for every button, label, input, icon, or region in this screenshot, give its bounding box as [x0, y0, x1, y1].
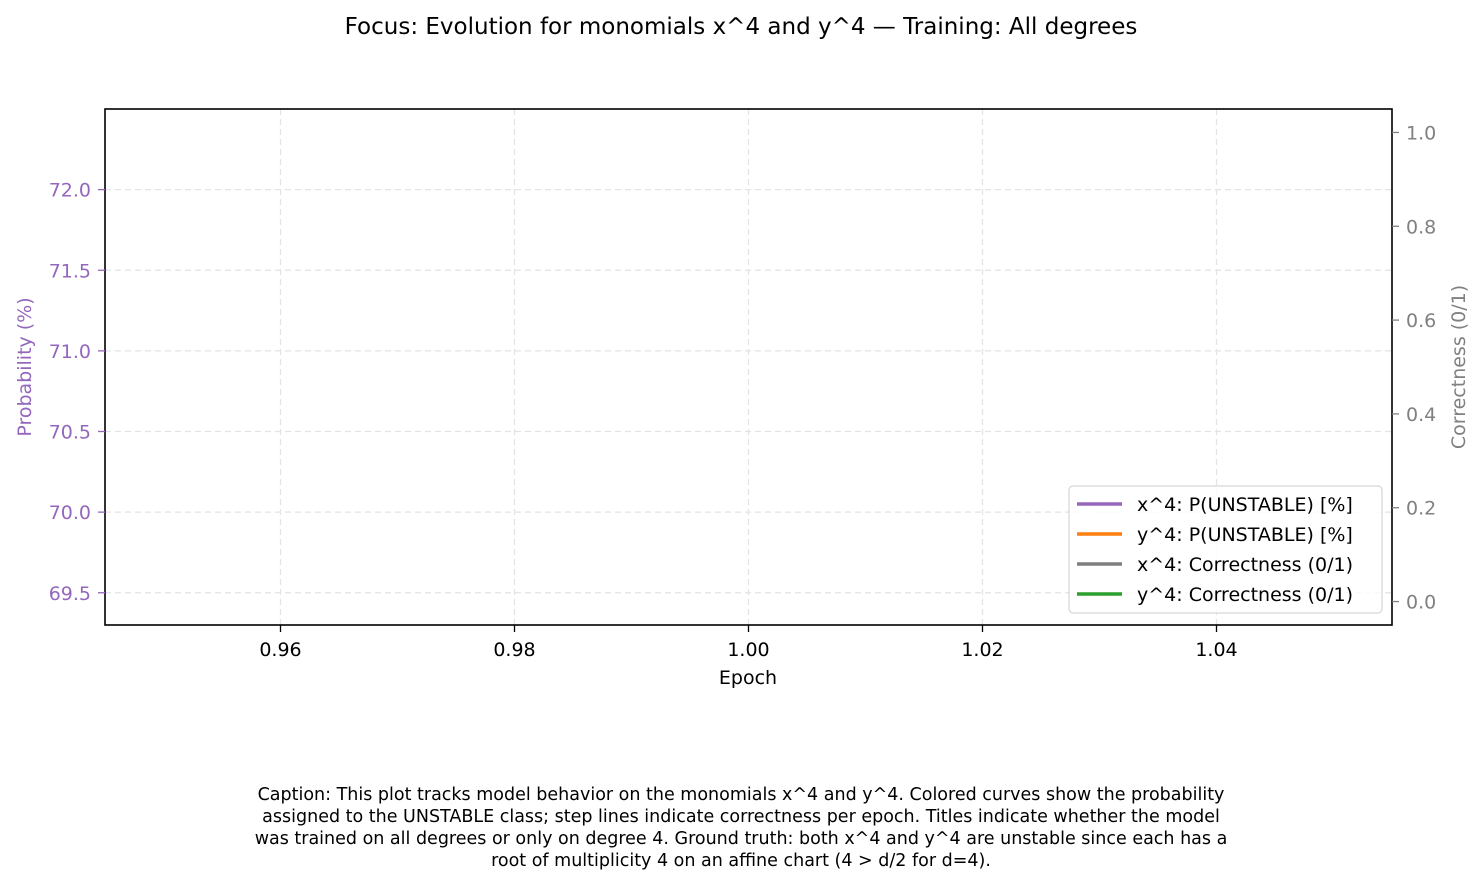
y-right-axis-label: Correctness (0/1) — [1448, 285, 1470, 449]
y-left-tick-label: 70.0 — [49, 502, 91, 524]
legend-entry-label: y^4: P(UNSTABLE) [%] — [1137, 524, 1353, 546]
legend-entry-label: y^4: Correctness (0/1) — [1137, 584, 1353, 606]
x-tick-label: 1.00 — [727, 639, 769, 661]
y-right-tick-label: 0.2 — [1406, 498, 1436, 520]
y-right-axis-ticks: 0.0 0.2 0.4 0.6 0.8 1.0 — [1392, 122, 1436, 614]
y-right-tick-label: 0.4 — [1406, 404, 1436, 426]
y-left-tick-label: 69.5 — [49, 583, 91, 605]
x-tick-label: 1.02 — [961, 639, 1003, 661]
y-left-tick-label: 70.5 — [49, 422, 91, 444]
x-tick-label: 0.96 — [259, 639, 301, 661]
y-right-tick-label: 1.0 — [1406, 122, 1436, 144]
legend-entry-label: x^4: Correctness (0/1) — [1137, 554, 1353, 576]
x-tick-label: 0.98 — [493, 639, 535, 661]
chart-title: Focus: Evolution for monomials x^4 and y… — [345, 14, 1138, 40]
x-axis-label: Epoch — [719, 667, 777, 689]
figure-caption: Caption: This plot tracks model behavior… — [254, 785, 1228, 871]
y-left-axis-ticks: 69.5 70.0 70.5 71.0 71.5 72.0 — [49, 180, 105, 605]
x-axis-ticks: 0.96 0.98 1.00 1.02 1.04 — [259, 625, 1238, 661]
y-right-tick-label: 0.0 — [1406, 592, 1436, 614]
y-left-axis-label: Probability (%) — [14, 297, 36, 436]
x-tick-label: 1.04 — [1195, 639, 1237, 661]
y-left-tick-label: 71.0 — [49, 341, 91, 363]
y-left-tick-label: 72.0 — [49, 180, 91, 202]
legend: x^4: P(UNSTABLE) [%] y^4: P(UNSTABLE) [%]… — [1068, 485, 1383, 614]
y-right-tick-label: 0.6 — [1406, 310, 1436, 332]
y-left-tick-label: 71.5 — [49, 260, 91, 282]
y-right-tick-label: 0.8 — [1406, 216, 1436, 238]
legend-entry-label: x^4: P(UNSTABLE) [%] — [1137, 494, 1353, 516]
legend-box — [1068, 485, 1383, 614]
